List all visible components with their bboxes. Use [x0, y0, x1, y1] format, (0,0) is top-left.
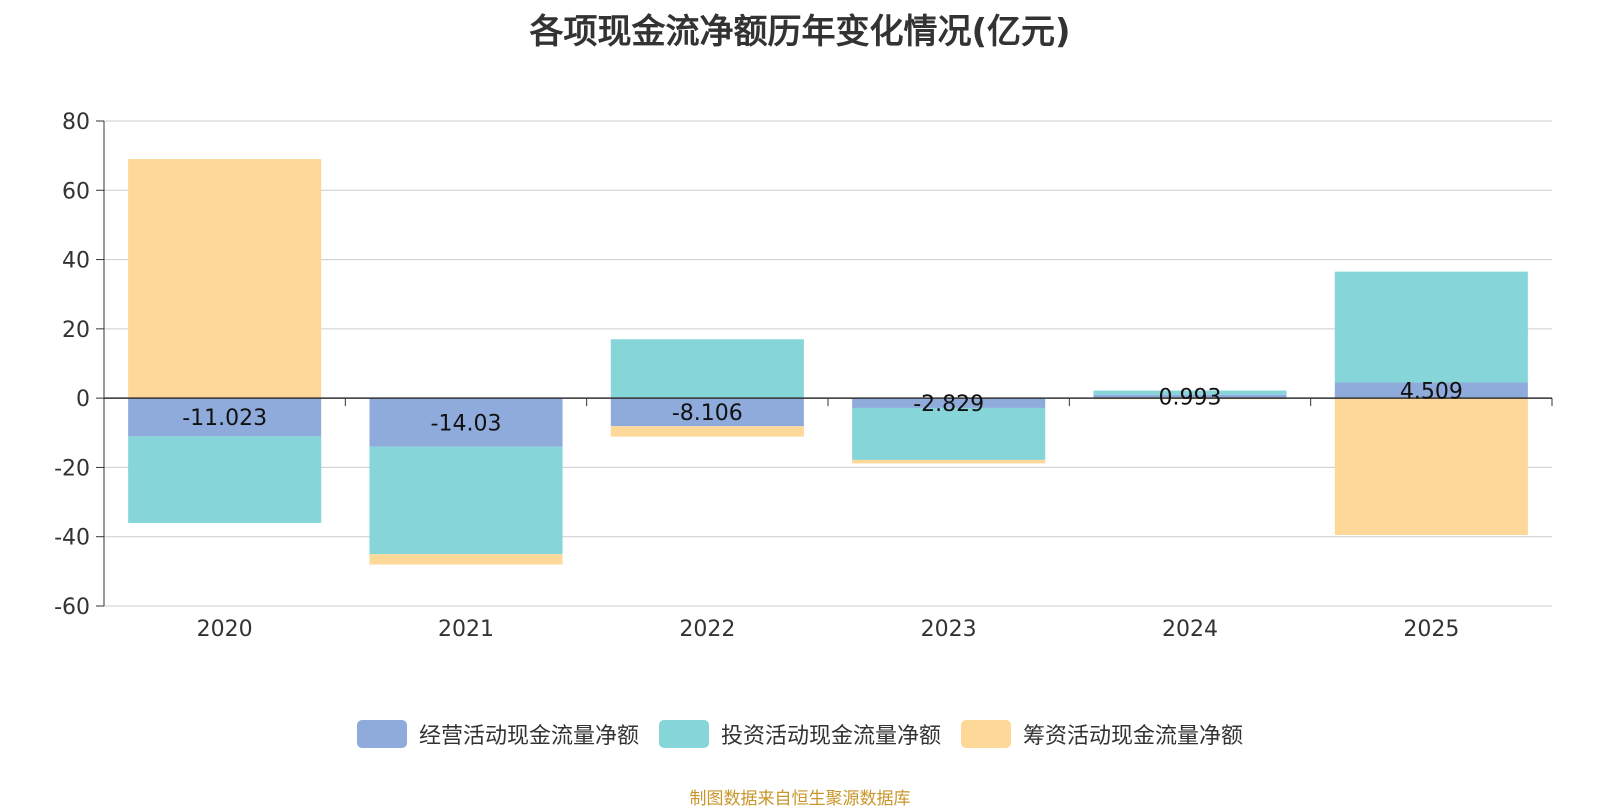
x-tick-label-2025: 2025	[1403, 617, 1459, 642]
bar-0-2024	[1093, 394, 1287, 399]
data-label-2022: -8.106	[672, 401, 743, 426]
bar-1-2024	[1093, 390, 1287, 395]
data-label-2024: 0.993	[1159, 385, 1222, 410]
x-tick-label-2023: 2023	[921, 617, 977, 642]
x-tick-label-2022: 2022	[679, 617, 735, 642]
legend: 经营活动现金流量净额 投资活动现金流量净额 筹资活动现金流量净额	[0, 718, 1600, 750]
y-tick-label-1: 60	[62, 179, 90, 204]
data-label-2021: -14.03	[431, 411, 502, 436]
legend-label-operating: 经营活动现金流量净额	[418, 724, 639, 749]
x-tick-label-2020: 2020	[197, 617, 253, 642]
bar-1-2025	[1334, 271, 1528, 383]
bar-2-2022	[610, 426, 804, 437]
bar-0-2025	[1334, 382, 1528, 399]
x-tick-label-2024: 2024	[1162, 617, 1218, 642]
y-tick-label-0: 80	[62, 110, 90, 135]
legend-swatch-investing	[658, 720, 709, 748]
data-label-2025: 4.509	[1400, 379, 1463, 404]
bar-1-2020	[128, 436, 322, 523]
bar-1-2022	[610, 339, 804, 399]
bar-1-2023	[852, 407, 1046, 460]
y-tick-label-4: 0	[76, 387, 90, 412]
y-tick-label-3: 20	[62, 318, 90, 343]
legend-item-operating[interactable]: 经营活动现金流量净额	[356, 718, 639, 750]
x-tick-label-2021: 2021	[438, 617, 494, 642]
data-label-2023: -2.829	[913, 392, 984, 417]
legend-swatch-financing	[961, 720, 1011, 748]
legend-item-financing[interactable]: 筹资活动现金流量净额	[961, 718, 1243, 750]
legend-swatch-operating	[356, 720, 407, 748]
bar-2-2025	[1334, 398, 1528, 535]
chart-title: 各项现金流净额历年变化情况(亿元)	[529, 12, 1071, 52]
bar-2-2020	[128, 159, 322, 399]
legend-item-investing[interactable]: 投资活动现金流量净额	[658, 718, 941, 750]
y-tick-label-7: -60	[54, 595, 90, 620]
y-tick-label-2: 40	[62, 249, 90, 274]
bar-0-2023	[852, 398, 1046, 408]
source-note: 制图数据来自恒生聚源数据库	[689, 789, 911, 809]
data-label-2020: -11.023	[182, 406, 267, 431]
legend-label-investing: 投资活动现金流量净额	[720, 724, 941, 749]
y-tick-label-5: -20	[54, 456, 90, 481]
chart-plot: 80 60 40 20 0 -20 -40 -60 2020 2021 2022 2023 2024 20…	[54, 110, 1553, 642]
bar-2-2021	[369, 554, 563, 565]
bar-0-2021	[369, 398, 563, 447]
bar-0-2020	[128, 398, 322, 437]
bar-1-2021	[369, 446, 563, 555]
legend-label-financing: 筹资活动现金流量净额	[1023, 724, 1244, 749]
y-tick-label-6: -40	[54, 526, 90, 551]
bar-0-2022	[610, 398, 804, 427]
bar-2-2023	[852, 459, 1046, 464]
